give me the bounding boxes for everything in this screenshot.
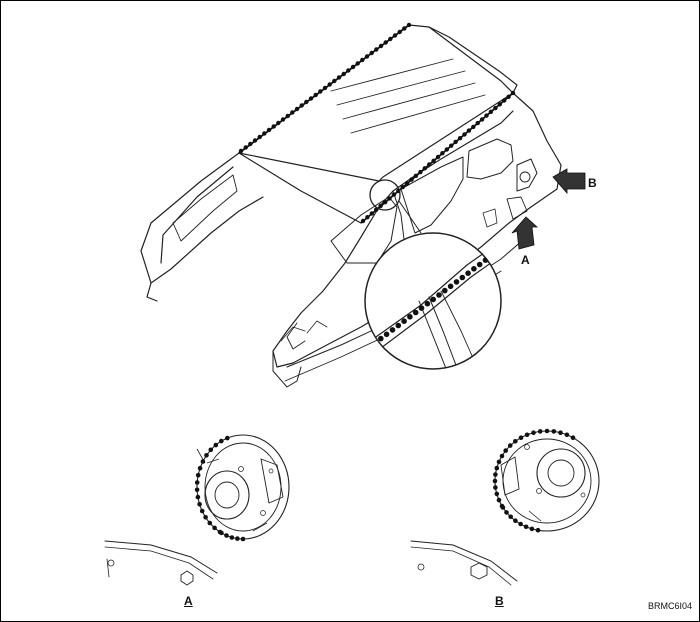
sealer-bead: [235, 536, 240, 541]
sealer-bead: [500, 244, 501, 250]
sealer-bead: [504, 510, 509, 515]
sealer-bead: [199, 508, 205, 514]
sealer-bead: [531, 430, 536, 436]
sealer-bead: [494, 491, 500, 497]
a-pillar-left: [140, 152, 264, 284]
figure-code: BRMC6I04: [648, 601, 693, 611]
view-arrow-a: [511, 216, 539, 250]
sealer-bead: [503, 448, 509, 453]
sealer-bead: [513, 439, 518, 444]
detail-b-sealer-beads: [492, 428, 576, 533]
sealer-bead: [240, 536, 246, 542]
sealer-bead: [213, 442, 219, 448]
sealer-bead: [558, 430, 563, 436]
sealer-bead: [499, 453, 505, 459]
sealer-bead: [492, 478, 498, 484]
sealer-bead: [219, 438, 224, 444]
sealer-bead: [424, 300, 431, 307]
sealer-bead: [500, 505, 506, 510]
view-arrow-b-label: B: [588, 176, 597, 190]
sealer-bead: [383, 331, 390, 338]
sealer-bead: [494, 248, 501, 255]
sealer-bead: [412, 309, 419, 316]
sealer-bead: [570, 435, 576, 441]
sealer-bead: [518, 435, 524, 441]
detail-b-caption: B: [495, 594, 504, 608]
detail-a-sealer-beads: [194, 435, 246, 542]
sealer-bead: [471, 266, 477, 272]
sealer-bead: [212, 525, 217, 531]
sealer-bead: [524, 432, 530, 438]
front-door-window: [330, 196, 398, 264]
sealer-bead: [401, 318, 407, 325]
sealer-bead: [194, 487, 200, 493]
sealer-bead: [200, 459, 206, 464]
view-arrow-a-label: A: [521, 253, 530, 267]
vehicle-body-shell: [140, 24, 562, 388]
sealer-bead: [493, 472, 498, 477]
sealer-bead: [493, 485, 498, 490]
sealer-bead: [453, 279, 460, 285]
sealer-bead: [459, 274, 466, 281]
sealer-bead: [488, 252, 495, 259]
sealer-bead: [535, 527, 541, 533]
sealer-bead: [208, 447, 214, 453]
sealer-bead: [436, 292, 442, 298]
sealer-bead: [430, 296, 437, 303]
sealer-bead: [378, 335, 384, 342]
sealer-bead: [207, 520, 213, 526]
sealer-bead: [204, 453, 209, 458]
view-arrow-b: [552, 168, 586, 195]
sealer-bead: [564, 432, 570, 438]
detail-b-fender-sketch: [410, 540, 518, 586]
sealer-bead: [195, 494, 201, 500]
sealer-bead: [229, 535, 235, 540]
sealer-bead: [395, 322, 402, 329]
sealer-bead: [194, 480, 200, 485]
sealer-bead: [518, 521, 523, 527]
sealer-bead: [447, 283, 454, 290]
sealer-bead: [203, 515, 208, 520]
sealer-bead: [537, 429, 543, 434]
magnified-detail: [364, 232, 502, 370]
sealer-bead: [523, 524, 529, 530]
rear-door-window: [400, 156, 464, 234]
sealer-bead: [476, 261, 483, 268]
sealer-bead: [507, 443, 513, 448]
rear-quarter-window: [466, 138, 514, 180]
sealer-bead: [465, 270, 471, 277]
sealer-bead: [508, 514, 513, 520]
magnifier-leader-line: [398, 200, 422, 234]
sealer-bead: [219, 530, 224, 536]
sealer-bead: [494, 465, 500, 471]
sealer-bead: [197, 465, 203, 471]
sealer-bead: [407, 314, 413, 320]
detail-focus-circle: [369, 179, 401, 211]
sealer-bead: [551, 429, 557, 434]
sealer-bead: [513, 518, 518, 523]
sealer-bead: [225, 435, 230, 441]
detail-a-fender-sketch: [104, 540, 218, 586]
sealer-bead: [389, 327, 396, 333]
sealer-bead: [224, 533, 229, 538]
roof-rail-lines: [238, 24, 514, 224]
sealer-bead: [496, 497, 502, 503]
sealer-bead: [544, 428, 550, 434]
sealer-bead: [418, 305, 425, 311]
sealer-bead: [197, 502, 202, 507]
sealer-bead: [195, 472, 201, 478]
sealer-bead: [442, 287, 448, 294]
sealer-bead: [496, 459, 502, 465]
detail-a-caption: A: [184, 594, 193, 608]
sealer-bead: [529, 526, 535, 532]
